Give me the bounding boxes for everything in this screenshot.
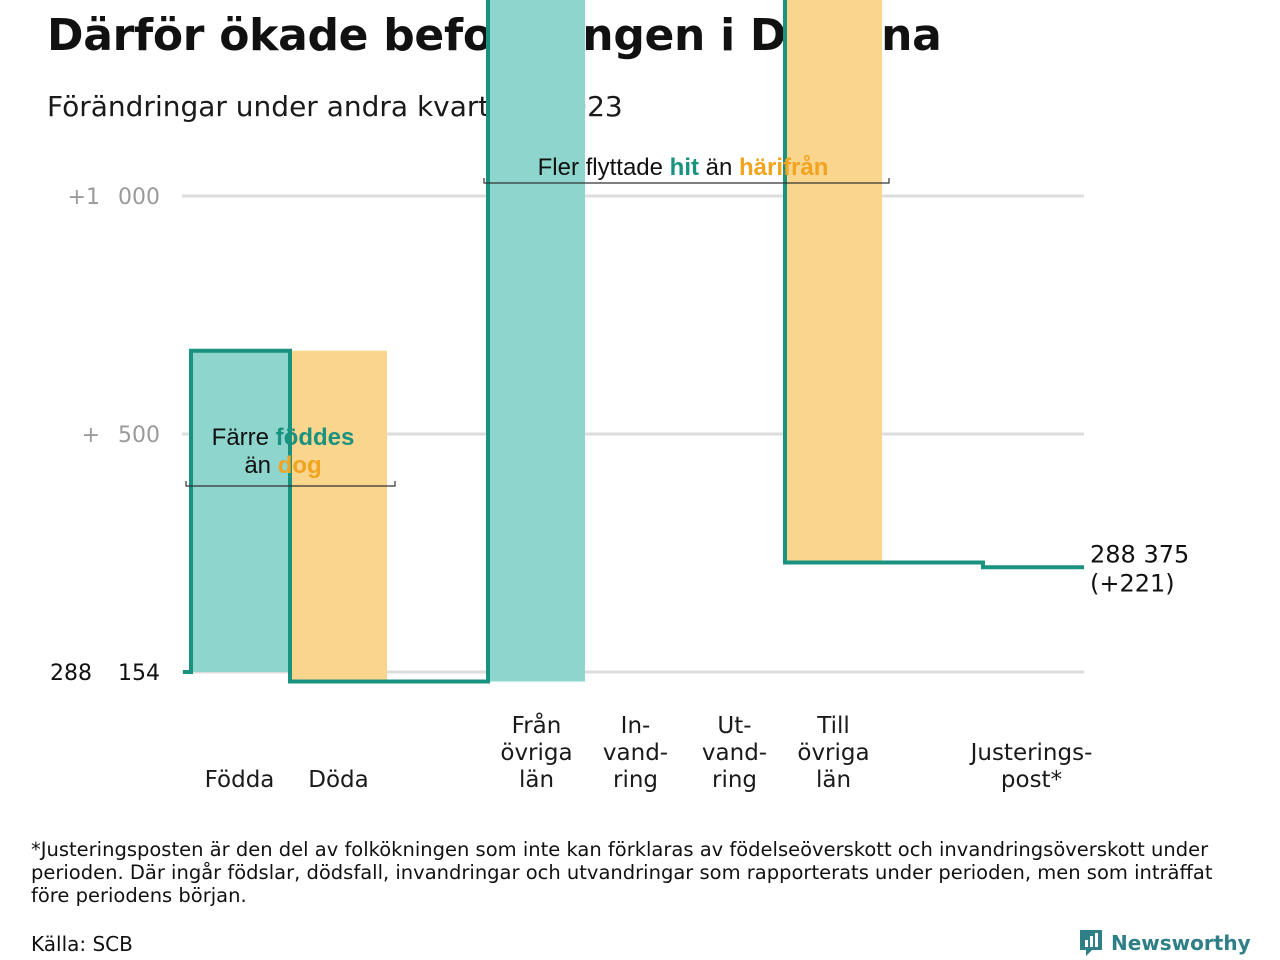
cumulative-step-line xyxy=(183,0,1084,684)
end-value-label: 288 375 xyxy=(1090,540,1189,568)
x-category-label: Döda xyxy=(308,767,368,793)
newsworthy-logo-icon xyxy=(1080,930,1102,956)
y-tick-label: 500 xyxy=(118,423,160,448)
annotation-text: Fler flyttade hit än härifrån xyxy=(538,154,829,181)
annotation-text: Färre föddes xyxy=(212,424,355,451)
bar xyxy=(488,0,585,682)
footnote: *Justeringsposten är den del av folkökni… xyxy=(31,838,1213,907)
x-category-label: vand- xyxy=(702,740,767,766)
brand-name: Newsworthy xyxy=(1111,931,1251,955)
source-note: Källa: SCB xyxy=(31,932,133,956)
bar xyxy=(191,350,288,672)
x-category-label: Justerings- xyxy=(969,740,1093,766)
x-category-label: övriga xyxy=(500,740,572,766)
x-category-label: län xyxy=(519,767,554,793)
waterfall-chart: +2000+1500+1000+500288154FöddaDödaFrånöv… xyxy=(50,0,1189,793)
x-category-label: vand- xyxy=(603,740,668,766)
bar xyxy=(290,350,387,682)
x-category-label: län xyxy=(816,767,851,793)
x-category-label: ring xyxy=(712,767,757,793)
x-category-label: ring xyxy=(613,767,658,793)
end-change-label: (+221) xyxy=(1090,569,1175,597)
annotation-bracket xyxy=(185,481,396,487)
bar xyxy=(785,0,882,563)
x-category-label: post* xyxy=(1001,767,1062,793)
x-category-label: Från xyxy=(512,711,562,739)
y-tick-label: +1 xyxy=(68,185,100,210)
x-category-label: Till xyxy=(816,713,850,739)
annotation-bracket xyxy=(483,178,890,184)
y-tick-label: + xyxy=(82,423,100,448)
x-category-label: Ut- xyxy=(717,713,751,739)
x-category-label: övriga xyxy=(797,740,869,766)
annotation-text: än dog xyxy=(244,452,321,479)
x-category-label: In- xyxy=(621,713,651,739)
brand-logo: Newsworthy xyxy=(1078,926,1251,960)
x-category-label: Födda xyxy=(205,767,275,793)
y-tick-label: 288 xyxy=(50,661,92,686)
y-tick-label: 154 xyxy=(118,661,160,686)
y-tick-label: 000 xyxy=(118,185,160,210)
